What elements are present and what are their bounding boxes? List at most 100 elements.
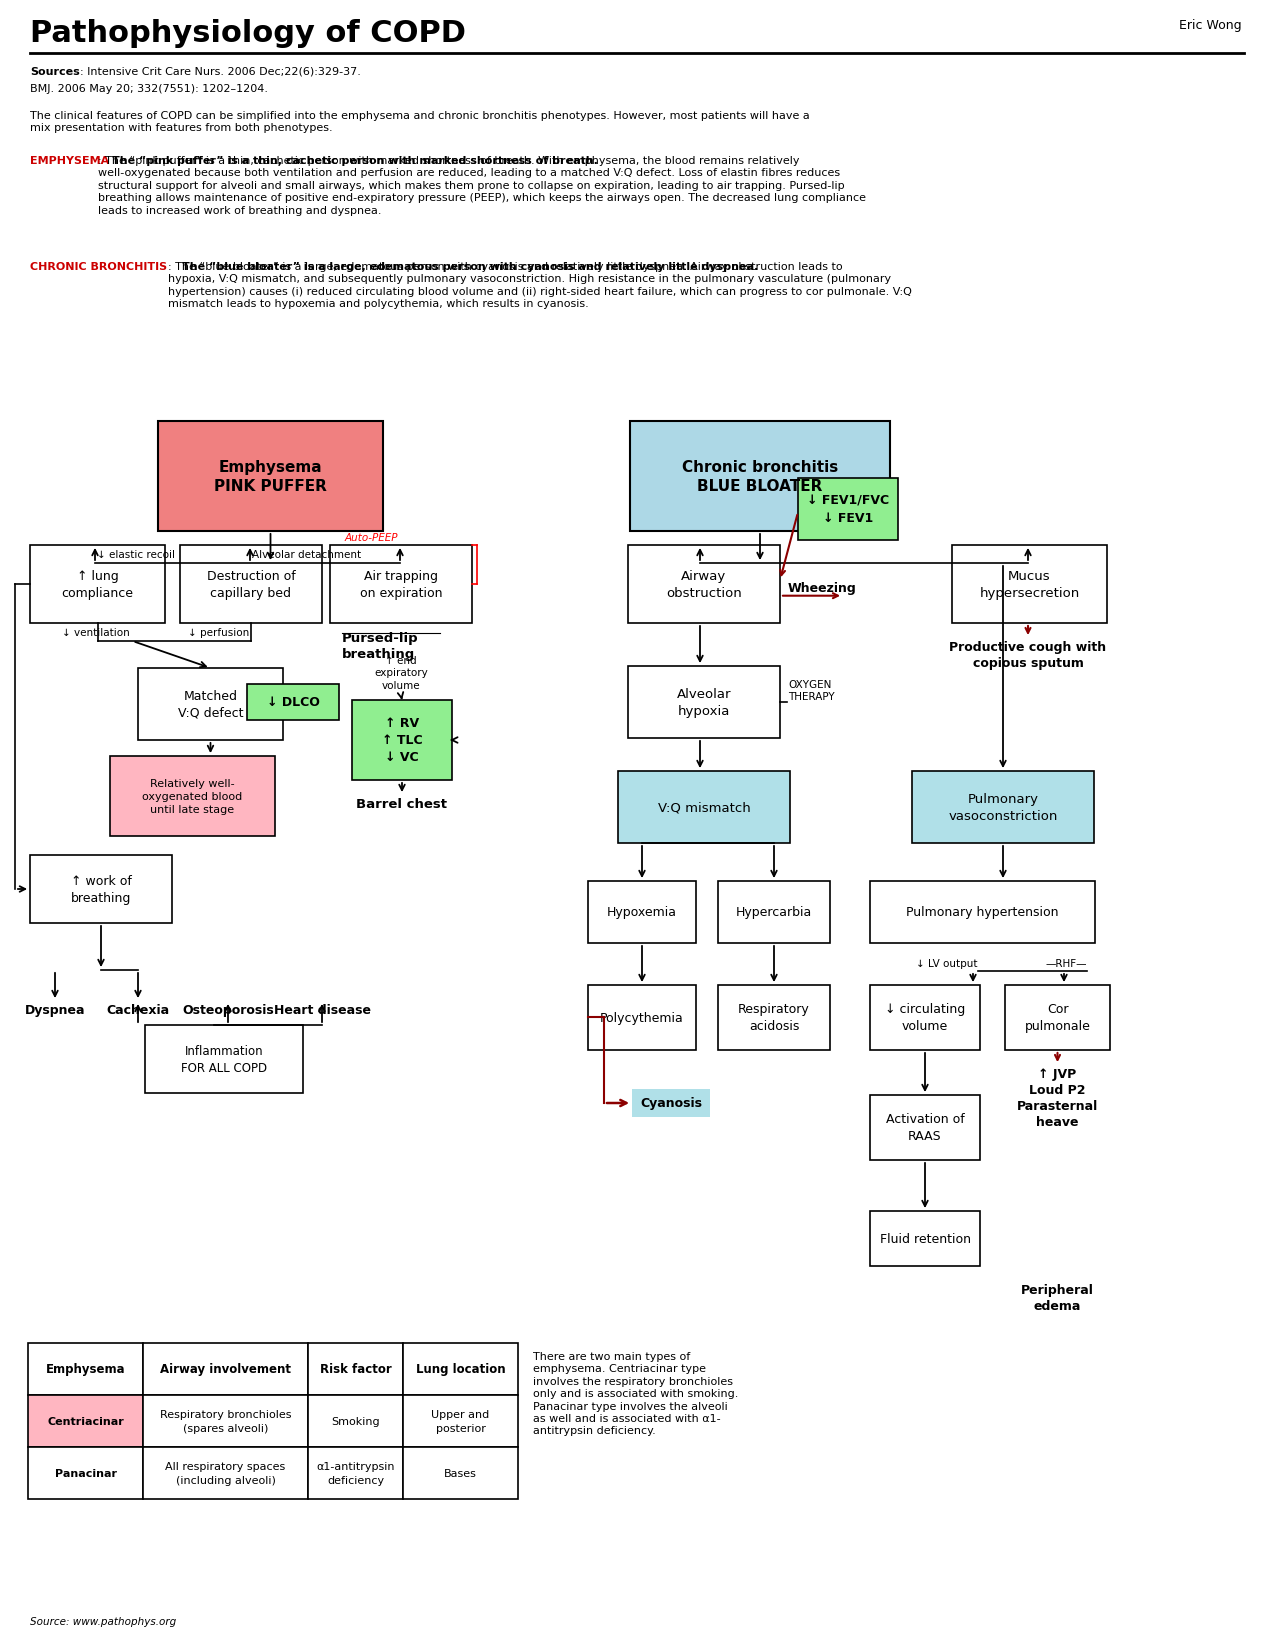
Text: Alveolar
hypoxia: Alveolar hypoxia <box>676 687 731 717</box>
Text: : The “pink puffer” is a thin, cachetic person with marked shortness of breath. : : The “pink puffer” is a thin, cachetic … <box>98 157 866 216</box>
Text: Fluid retention: Fluid retention <box>879 1233 971 1246</box>
Text: Panacinar: Panacinar <box>55 1468 116 1478</box>
FancyBboxPatch shape <box>1005 986 1110 1050</box>
Text: Sources: Sources <box>31 68 80 77</box>
Text: : The “blue bloater” is a large, edematous person with cyanosis and relatively l: : The “blue bloater” is a large, edemato… <box>168 262 912 310</box>
Text: Respiratory bronchioles
(spares alveoli): Respiratory bronchioles (spares alveoli) <box>159 1409 292 1432</box>
Text: Mucus
hypersecretion: Mucus hypersecretion <box>980 570 1079 600</box>
FancyBboxPatch shape <box>403 1396 519 1447</box>
FancyBboxPatch shape <box>870 1211 980 1266</box>
Text: Cyanosis: Cyanosis <box>640 1098 702 1109</box>
FancyBboxPatch shape <box>719 882 829 943</box>
Text: α1-antitrypsin
deficiency: α1-antitrypsin deficiency <box>316 1462 395 1485</box>
Text: ↑ RV
↑ TLC
↓ VC: ↑ RV ↑ TLC ↓ VC <box>382 717 422 765</box>
Text: ↓ FEV1/FVC
↓ FEV1: ↓ FEV1/FVC ↓ FEV1 <box>806 494 889 524</box>
FancyBboxPatch shape <box>180 545 322 623</box>
Text: : Intensive Crit Care Nurs. 2006 Dec;22(6):329-37.: : Intensive Crit Care Nurs. 2006 Dec;22(… <box>80 68 361 77</box>
FancyBboxPatch shape <box>28 1396 143 1447</box>
FancyBboxPatch shape <box>628 545 780 623</box>
Text: Hypercarbia: Hypercarbia <box>736 906 812 920</box>
Text: ↓ circulating
volume: ↓ circulating volume <box>885 1004 966 1033</box>
FancyBboxPatch shape <box>28 1343 143 1396</box>
Text: Productive cough with
copious sputum: Productive cough with copious sputum <box>949 641 1107 669</box>
Text: Emphysema
PINK PUFFER: Emphysema PINK PUFFER <box>214 460 327 494</box>
FancyBboxPatch shape <box>247 684 339 720</box>
Text: —RHF—: —RHF— <box>1045 959 1087 969</box>
Text: Activation of
RAAS: Activation of RAAS <box>885 1112 964 1142</box>
FancyBboxPatch shape <box>110 756 275 837</box>
FancyBboxPatch shape <box>589 986 696 1050</box>
Text: BMJ. 2006 May 20; 332(7551): 1202–1204.: BMJ. 2006 May 20; 332(7551): 1202–1204. <box>31 84 268 94</box>
Text: Wheezing: Wheezing <box>789 582 856 595</box>
Text: Inflammation
FOR ALL COPD: Inflammation FOR ALL COPD <box>181 1045 268 1074</box>
Text: The clinical features of COPD can be simplified into the emphysema and chronic b: The clinical features of COPD can be sim… <box>31 110 810 133</box>
FancyBboxPatch shape <box>143 1343 308 1396</box>
FancyBboxPatch shape <box>330 545 471 623</box>
Text: Destruction of
capillary bed: Destruction of capillary bed <box>206 570 296 600</box>
Text: Alveolar detachment: Alveolar detachment <box>252 550 361 560</box>
FancyBboxPatch shape <box>632 1089 710 1117</box>
FancyBboxPatch shape <box>589 882 696 943</box>
Text: Airway
obstruction: Airway obstruction <box>666 570 741 600</box>
FancyBboxPatch shape <box>631 422 891 532</box>
FancyBboxPatch shape <box>143 1447 308 1500</box>
Text: Upper and
posterior: Upper and posterior <box>432 1409 489 1432</box>
Text: CHRONIC BRONCHITIS: CHRONIC BRONCHITIS <box>31 262 167 272</box>
Text: Eric Wong: Eric Wong <box>1180 20 1242 31</box>
Text: Peripheral
edema: Peripheral edema <box>1020 1284 1094 1312</box>
FancyBboxPatch shape <box>308 1447 403 1500</box>
FancyBboxPatch shape <box>31 855 172 923</box>
Text: Barrel chest: Barrel chest <box>357 798 447 811</box>
Text: ↓ DLCO: ↓ DLCO <box>266 695 320 709</box>
FancyBboxPatch shape <box>138 669 283 740</box>
Text: Auto-PEEP: Auto-PEEP <box>345 532 399 542</box>
Text: EMPHYSEMA: EMPHYSEMA <box>31 157 110 166</box>
Text: Centriacinar: Centriacinar <box>47 1416 124 1426</box>
Text: The “blue bloater” is a large, edematous person with cyanosis and relatively lit: The “blue bloater” is a large, edematous… <box>182 262 758 272</box>
Text: Relatively well-
oxygenated blood
until late stage: Relatively well- oxygenated blood until … <box>143 778 242 814</box>
FancyBboxPatch shape <box>870 882 1094 943</box>
Text: Bases: Bases <box>445 1468 476 1478</box>
Text: Hypoxemia: Hypoxemia <box>606 906 676 920</box>
FancyBboxPatch shape <box>352 700 452 781</box>
Text: Pursed-lip
breathing: Pursed-lip breathing <box>341 631 419 661</box>
Text: Air trapping
on expiration: Air trapping on expiration <box>359 570 442 600</box>
Text: ↓ LV output: ↓ LV output <box>916 959 977 969</box>
FancyBboxPatch shape <box>308 1396 403 1447</box>
Text: ↑ JVP
Loud P2
Parasternal
heave: ↑ JVP Loud P2 Parasternal heave <box>1017 1068 1098 1129</box>
Text: Pathophysiology of COPD: Pathophysiology of COPD <box>31 20 466 48</box>
Text: The “pink puffer” is a thin, cachetic person with marked shortness of breath.: The “pink puffer” is a thin, cachetic pe… <box>112 157 598 166</box>
Text: Risk factor: Risk factor <box>320 1363 391 1376</box>
Text: OXYGEN
THERAPY: OXYGEN THERAPY <box>789 679 834 702</box>
FancyBboxPatch shape <box>628 666 780 738</box>
Text: Polycythemia: Polycythemia <box>600 1012 684 1025</box>
Text: Emphysema: Emphysema <box>46 1363 125 1376</box>
Text: Respiratory
acidosis: Respiratory acidosis <box>738 1004 810 1033</box>
FancyBboxPatch shape <box>158 422 383 532</box>
Text: ↓ ventilation: ↓ ventilation <box>61 628 130 638</box>
Text: Pulmonary
vasoconstriction: Pulmonary vasoconstriction <box>948 793 1057 822</box>
Text: ↓ elastic recoil: ↓ elastic recoil <box>97 550 175 560</box>
Text: Osteoporosis: Osteoporosis <box>182 1004 274 1017</box>
FancyBboxPatch shape <box>952 545 1107 623</box>
Text: ↑ work of
breathing: ↑ work of breathing <box>70 875 131 905</box>
Text: Pulmonary hypertension: Pulmonary hypertension <box>906 906 1059 920</box>
FancyBboxPatch shape <box>145 1025 303 1093</box>
FancyBboxPatch shape <box>28 1447 143 1500</box>
Text: Heart disease: Heart disease <box>274 1004 371 1017</box>
FancyBboxPatch shape <box>403 1447 519 1500</box>
Text: Dyspnea: Dyspnea <box>24 1004 85 1017</box>
Text: Cachexia: Cachexia <box>107 1004 169 1017</box>
Text: Chronic bronchitis
BLUE BLOATER: Chronic bronchitis BLUE BLOATER <box>682 460 838 494</box>
FancyBboxPatch shape <box>31 545 166 623</box>
Text: Airway involvement: Airway involvement <box>161 1363 290 1376</box>
Text: V:Q mismatch: V:Q mismatch <box>657 801 750 814</box>
Text: Lung location: Lung location <box>415 1363 506 1376</box>
FancyBboxPatch shape <box>308 1343 403 1396</box>
Text: ↑ end
expiratory
volume: ↑ end expiratory volume <box>375 656 428 691</box>
Text: Cor
pulmonale: Cor pulmonale <box>1024 1004 1091 1033</box>
Text: ↓ perfusion: ↓ perfusion <box>189 628 250 638</box>
Text: There are two main types of
emphysema. Centriacinar type
involves the respirator: There are two main types of emphysema. C… <box>533 1351 739 1435</box>
FancyBboxPatch shape <box>870 1096 980 1160</box>
Text: Smoking: Smoking <box>331 1416 380 1426</box>
